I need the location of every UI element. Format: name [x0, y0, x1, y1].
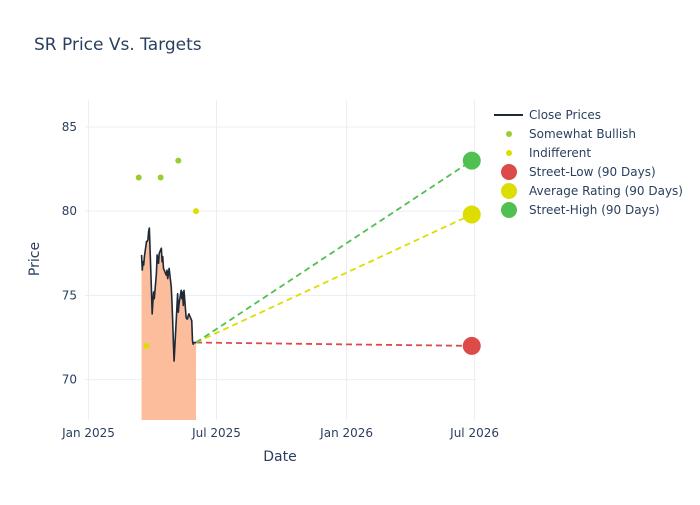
legend-label-street-high-90-days: Street-High (90 Days): [529, 203, 660, 217]
legend-label-close-prices: Close Prices: [529, 108, 601, 122]
street-low-line: [195, 341, 472, 347]
x-tick-label: Jul 2026: [449, 426, 499, 440]
x-axis-title: Date: [263, 449, 296, 465]
y-tick-label: 70: [62, 373, 77, 387]
street-high-marker: [462, 151, 481, 170]
x-tick-label: Jan 2026: [319, 426, 373, 440]
legend[interactable]: Close Prices Somewhat Bullish Indifferent S…: [494, 108, 683, 218]
average-rating-line: [195, 213, 473, 344]
indifferent-marker: [143, 342, 150, 349]
y-tick-label: 75: [62, 288, 77, 302]
close-price-fill: [141, 228, 197, 420]
close-price-area: [141, 228, 197, 420]
x-axis-ticks: Jan 2025 Jul 2025 Jan 2026 Jul 2026: [61, 426, 499, 440]
somewhat-bullish-marker: [175, 157, 182, 164]
legend-label-street-low-90-days: Street-Low (90 Days): [529, 165, 656, 179]
target-lines: [195, 159, 473, 347]
y-axis-ticks: 70 75 80 85: [62, 120, 77, 387]
legend-swatch-average-rating-90-days: [501, 183, 517, 199]
y-axis-title: Price: [27, 242, 43, 276]
street-low-marker: [462, 336, 481, 355]
legend-label-somewhat-bullish: Somewhat Bullish: [529, 127, 636, 141]
indifferent-marker: [193, 208, 200, 215]
x-tick-label: Jul 2025: [191, 426, 241, 440]
legend-label-average-rating-90-days: Average Rating (90 Days): [529, 184, 683, 198]
y-tick-label: 80: [62, 204, 77, 218]
street-high-line: [195, 159, 473, 344]
x-tick-label: Jan 2025: [61, 426, 115, 440]
rating-markers: [135, 151, 481, 355]
legend-swatch-indifferent: [506, 150, 512, 156]
legend-swatch-street-high-90-days: [501, 202, 517, 218]
legend-label-indifferent: Indifferent: [529, 146, 591, 160]
legend-swatch-street-low-90-days: [501, 164, 517, 180]
close-price-line: [140, 227, 197, 362]
somewhat-bullish-marker: [157, 174, 164, 181]
legend-swatch-somewhat-bullish: [506, 131, 512, 137]
close-price-line-group: [140, 227, 197, 362]
average-rating-marker: [462, 205, 481, 224]
somewhat-bullish-marker: [135, 174, 142, 181]
chart-title: SR Price Vs. Targets: [34, 35, 202, 55]
y-tick-label: 85: [62, 120, 77, 134]
